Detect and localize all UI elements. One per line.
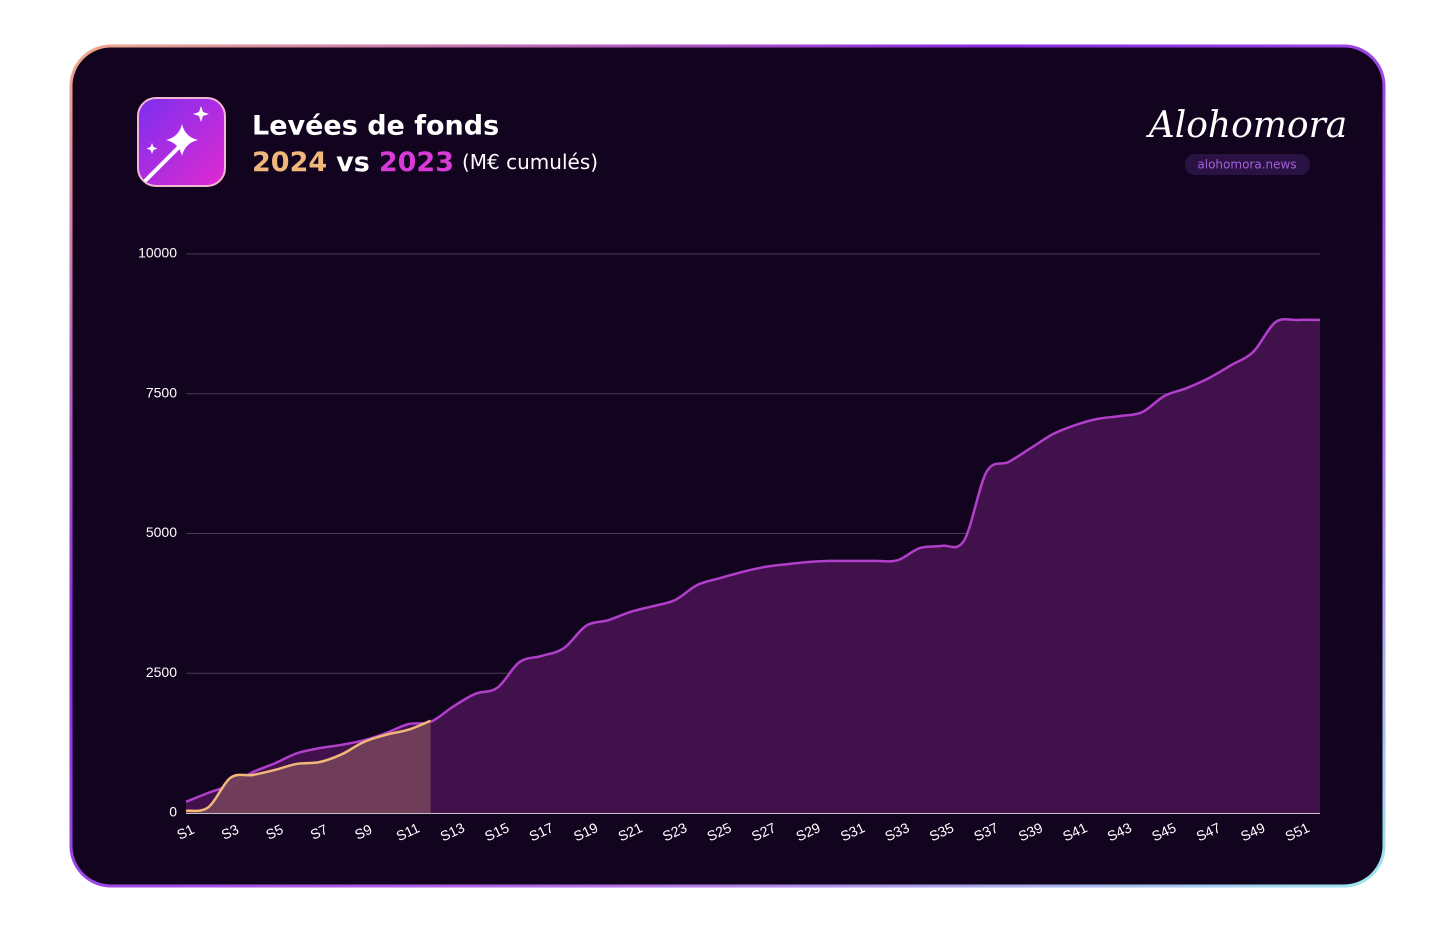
line xyxy=(185,719,432,813)
x-tick-label: S1 xyxy=(174,821,196,843)
x-tick-label: S5 xyxy=(263,821,285,843)
y-tick-label: 0 xyxy=(169,804,177,820)
unit-note: (M€ cumulés) xyxy=(462,150,598,174)
y-tick-label: 2500 xyxy=(146,664,177,680)
x-tick-label: S3 xyxy=(219,821,241,843)
icon xyxy=(137,97,226,187)
chart-title: Levées de fonds xyxy=(252,111,499,142)
legend-2024: 2024 xyxy=(252,147,327,178)
brand-pill xyxy=(1185,154,1310,175)
subtitle-joiner: vs xyxy=(336,147,370,178)
subtitle: 2024 vs 2023 (M€ cumulés) xyxy=(252,147,598,178)
brand-url: alohomora.news xyxy=(1197,158,1296,172)
brand: Alohomora xyxy=(1146,105,1348,146)
y-tick-label: 10000 xyxy=(138,245,177,261)
legend-2023: 2023 xyxy=(379,147,454,178)
y-tick-label: 5000 xyxy=(146,524,177,540)
x-tick-label: S7 xyxy=(308,821,330,843)
area xyxy=(186,720,431,813)
area xyxy=(186,319,1320,813)
y-tick-label: 7500 xyxy=(146,384,177,400)
x-tick-label: S9 xyxy=(352,821,374,843)
